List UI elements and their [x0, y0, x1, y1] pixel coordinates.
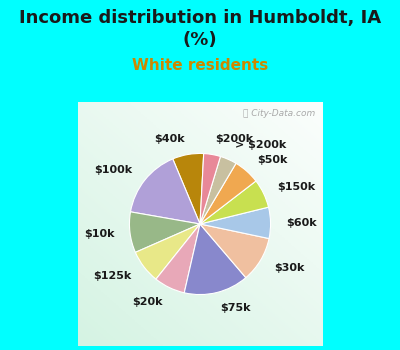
Text: $50k: $50k	[257, 155, 288, 164]
Wedge shape	[200, 154, 220, 224]
Wedge shape	[135, 224, 200, 279]
Text: $10k: $10k	[84, 229, 114, 239]
Wedge shape	[130, 159, 200, 224]
Text: $40k: $40k	[155, 134, 185, 144]
Wedge shape	[184, 224, 246, 295]
Text: White residents: White residents	[132, 58, 268, 73]
Wedge shape	[200, 207, 270, 239]
Wedge shape	[156, 224, 200, 293]
Text: Income distribution in Humboldt, IA
(%): Income distribution in Humboldt, IA (%)	[19, 9, 381, 49]
Wedge shape	[200, 224, 269, 278]
Text: $200k: $200k	[215, 134, 253, 144]
Wedge shape	[130, 212, 200, 252]
Text: Ⓢ City-Data.com: Ⓢ City-Data.com	[243, 109, 315, 118]
Text: $125k: $125k	[94, 272, 132, 281]
Text: $60k: $60k	[286, 218, 317, 228]
Text: $100k: $100k	[95, 165, 133, 175]
Text: $75k: $75k	[220, 303, 251, 313]
Text: $20k: $20k	[132, 296, 163, 307]
Text: $150k: $150k	[278, 182, 316, 192]
Wedge shape	[200, 156, 236, 224]
Wedge shape	[173, 153, 204, 224]
Wedge shape	[200, 163, 256, 224]
Text: $30k: $30k	[274, 263, 304, 273]
Text: > $200k: > $200k	[235, 140, 286, 150]
Wedge shape	[200, 181, 268, 224]
